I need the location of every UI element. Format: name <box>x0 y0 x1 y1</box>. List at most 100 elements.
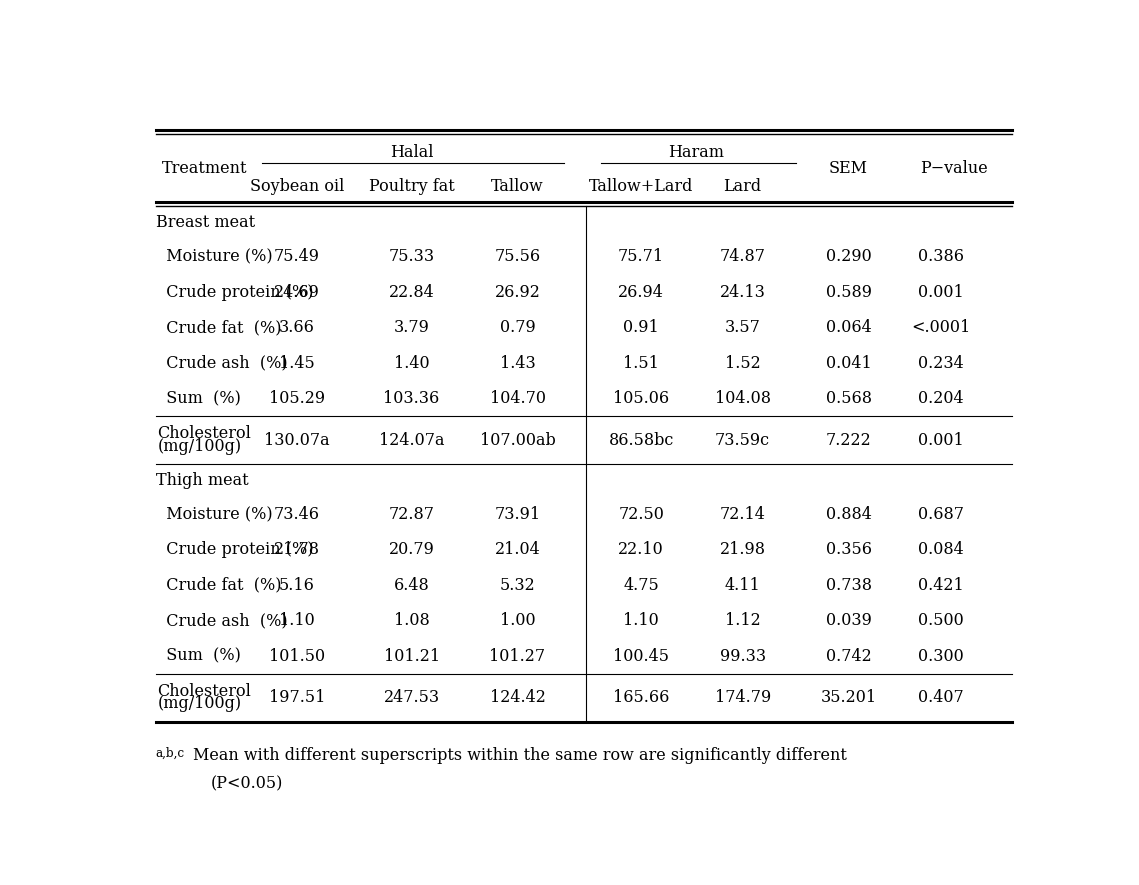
Text: (mg/100g): (mg/100g) <box>157 696 241 712</box>
Text: 0.589: 0.589 <box>826 284 871 301</box>
Text: 86.58bc: 86.58bc <box>608 432 674 449</box>
Text: 1.43: 1.43 <box>500 355 535 372</box>
Text: 0.001: 0.001 <box>918 284 964 301</box>
Text: 22.10: 22.10 <box>618 542 664 558</box>
Text: Crude ash  (%): Crude ash (%) <box>156 355 287 372</box>
Text: Crude protein (%): Crude protein (%) <box>156 542 313 558</box>
Text: 1.08: 1.08 <box>394 612 429 629</box>
Text: 0.204: 0.204 <box>918 390 964 407</box>
Text: Soybean oil: Soybean oil <box>249 179 344 196</box>
Text: 24.69: 24.69 <box>273 284 320 301</box>
Text: 4.11: 4.11 <box>724 577 761 594</box>
Text: 0.91: 0.91 <box>623 319 659 336</box>
Text: 105.29: 105.29 <box>269 390 325 407</box>
Text: Halal: Halal <box>390 144 433 161</box>
Text: Haram: Haram <box>669 144 724 161</box>
Text: 0.386: 0.386 <box>918 249 965 266</box>
Text: 4.75: 4.75 <box>623 577 659 594</box>
Text: 5.32: 5.32 <box>500 577 535 594</box>
Text: 0.300: 0.300 <box>918 648 964 665</box>
Text: 1.51: 1.51 <box>623 355 659 372</box>
Text: 1.40: 1.40 <box>394 355 429 372</box>
Text: 7.222: 7.222 <box>826 432 871 449</box>
Text: Crude ash  (%): Crude ash (%) <box>156 612 287 629</box>
Text: Tallow+Lard: Tallow+Lard <box>589 179 694 196</box>
Text: 0.500: 0.500 <box>918 612 964 629</box>
Text: 24.13: 24.13 <box>720 284 765 301</box>
Text: 0.738: 0.738 <box>826 577 871 594</box>
Text: Crude protein (%): Crude protein (%) <box>156 284 313 301</box>
Text: 75.56: 75.56 <box>494 249 541 266</box>
Text: 72.50: 72.50 <box>618 506 664 523</box>
Text: Crude fat  (%): Crude fat (%) <box>156 577 281 594</box>
Text: 124.07a: 124.07a <box>379 432 444 449</box>
Text: Cholesterol: Cholesterol <box>157 426 252 442</box>
Text: 72.14: 72.14 <box>720 506 765 523</box>
Text: 0.407: 0.407 <box>918 689 964 706</box>
Text: 0.039: 0.039 <box>826 612 871 629</box>
Text: 20.79: 20.79 <box>388 542 435 558</box>
Text: 75.33: 75.33 <box>388 249 435 266</box>
Text: 21.04: 21.04 <box>494 542 540 558</box>
Text: Cholesterol: Cholesterol <box>157 683 252 700</box>
Text: 35.201: 35.201 <box>820 689 877 706</box>
Text: 0.001: 0.001 <box>918 432 964 449</box>
Text: 0.79: 0.79 <box>500 319 535 336</box>
Text: 73.91: 73.91 <box>494 506 541 523</box>
Text: 101.27: 101.27 <box>490 648 546 665</box>
Text: 0.356: 0.356 <box>826 542 871 558</box>
Text: 101.50: 101.50 <box>269 648 325 665</box>
Text: 105.06: 105.06 <box>613 390 670 407</box>
Text: 22.84: 22.84 <box>388 284 434 301</box>
Text: 0.687: 0.687 <box>918 506 965 523</box>
Text: 104.70: 104.70 <box>490 390 546 407</box>
Text: 3.79: 3.79 <box>394 319 429 336</box>
Text: 26.92: 26.92 <box>494 284 541 301</box>
Text: 0.290: 0.290 <box>826 249 871 266</box>
Text: 1.10: 1.10 <box>623 612 659 629</box>
Text: 1.12: 1.12 <box>724 612 761 629</box>
Text: Thigh meat: Thigh meat <box>156 472 248 489</box>
Text: 73.46: 73.46 <box>273 506 320 523</box>
Text: 1.45: 1.45 <box>279 355 314 372</box>
Text: Sum  (%): Sum (%) <box>156 390 240 407</box>
Text: SEM: SEM <box>829 159 868 177</box>
Text: P−value: P−value <box>920 159 989 177</box>
Text: 75.49: 75.49 <box>273 249 320 266</box>
Text: 107.00ab: 107.00ab <box>480 432 556 449</box>
Text: 174.79: 174.79 <box>714 689 771 706</box>
Text: 1.10: 1.10 <box>279 612 314 629</box>
Text: 26.94: 26.94 <box>618 284 664 301</box>
Text: Moisture (%): Moisture (%) <box>156 249 272 266</box>
Text: 3.57: 3.57 <box>724 319 761 336</box>
Text: (P<0.05): (P<0.05) <box>211 775 282 792</box>
Text: Breast meat: Breast meat <box>156 214 255 231</box>
Text: Treatment: Treatment <box>162 159 247 177</box>
Text: 0.421: 0.421 <box>918 577 964 594</box>
Text: 0.234: 0.234 <box>918 355 964 372</box>
Text: Sum  (%): Sum (%) <box>156 648 240 665</box>
Text: 124.42: 124.42 <box>490 689 546 706</box>
Text: 0.084: 0.084 <box>918 542 964 558</box>
Text: 197.51: 197.51 <box>269 689 325 706</box>
Text: 0.568: 0.568 <box>826 390 871 407</box>
Text: Poultry fat: Poultry fat <box>369 179 454 196</box>
Text: 130.07a: 130.07a <box>264 432 329 449</box>
Text: Lard: Lard <box>723 179 762 196</box>
Text: Tallow: Tallow <box>491 179 544 196</box>
Text: 165.66: 165.66 <box>613 689 670 706</box>
Text: 103.36: 103.36 <box>384 390 440 407</box>
Text: Moisture (%): Moisture (%) <box>156 506 272 523</box>
Text: 75.71: 75.71 <box>618 249 664 266</box>
Text: 73.59c: 73.59c <box>715 432 770 449</box>
Text: 5.16: 5.16 <box>279 577 314 594</box>
Text: 3.66: 3.66 <box>279 319 314 336</box>
Text: 21.98: 21.98 <box>720 542 765 558</box>
Text: 99.33: 99.33 <box>720 648 765 665</box>
Text: 74.87: 74.87 <box>720 249 765 266</box>
Text: <.0001: <.0001 <box>911 319 970 336</box>
Text: 247.53: 247.53 <box>384 689 440 706</box>
Text: 1.52: 1.52 <box>724 355 761 372</box>
Text: 0.064: 0.064 <box>826 319 871 336</box>
Text: a,b,c: a,b,c <box>156 747 185 759</box>
